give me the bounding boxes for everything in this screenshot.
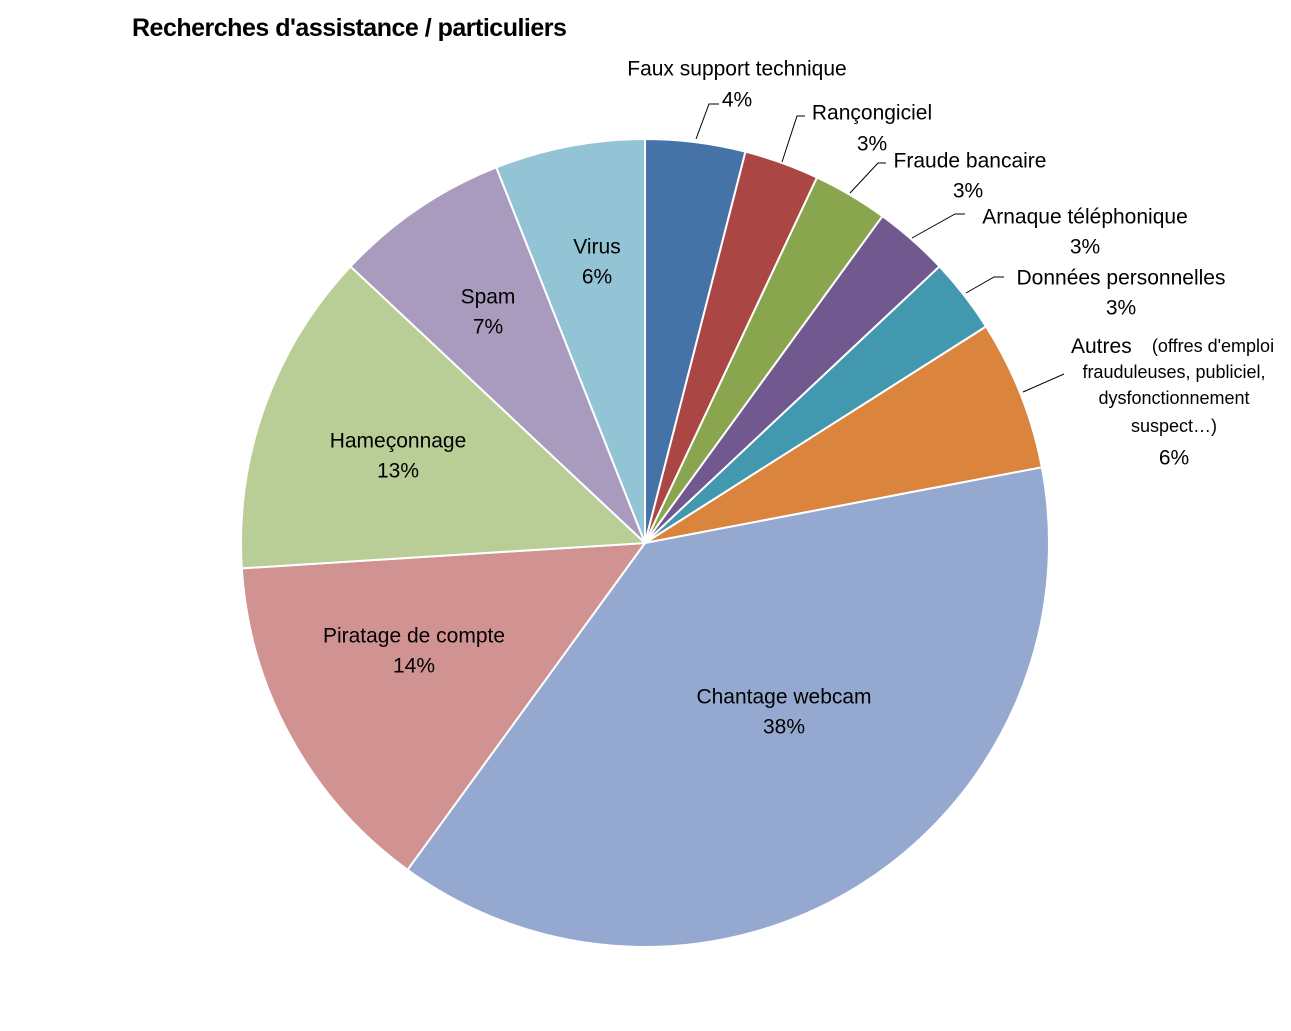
slice-note-line-3: dysfonctionnement	[1098, 388, 1249, 408]
slice-pct-arnaque-telephonique: 3%	[1070, 236, 1100, 259]
leader-lines	[695, 103, 1065, 393]
slice-label-donnees-personnelles: Données personnelles	[1017, 267, 1226, 290]
slice-pct-piratage-de-compte: 14%	[393, 655, 435, 678]
slice-note-line-4: suspect…)	[1131, 416, 1217, 436]
slice-label-faux-support-technique: Faux support technique	[627, 58, 846, 81]
slice-pct-faux-support-technique: 4%	[722, 89, 752, 112]
slice-pct-donnees-personnelles: 3%	[1106, 297, 1136, 320]
slice-note-line-1: (offres d'emploi	[1152, 336, 1274, 356]
slice-label-fraude-bancaire: Fraude bancaire	[894, 150, 1047, 173]
slice-pct-virus: 6%	[582, 266, 612, 289]
slice-label-arnaque-telephonique: Arnaque téléphonique	[982, 206, 1188, 229]
slice-pct-chantage-webcam: 38%	[763, 716, 805, 739]
leader-line-arnaque-telephonique	[911, 213, 965, 239]
slice-pct-spam: 7%	[473, 316, 503, 339]
leader-line-autres	[1022, 373, 1065, 393]
slice-label-rancongiciel: Rançongiciel	[812, 102, 932, 125]
pie-slices	[240, 138, 1050, 948]
slice-pct-autres: 6%	[1159, 447, 1189, 470]
chart-title: Recherches d'assistance / particuliers	[132, 14, 567, 42]
slice-note-line-2: frauduleuses, publiciel,	[1082, 362, 1265, 382]
pie-slice-chantage-webcam	[406, 466, 1050, 948]
leader-line-fraude-bancaire	[849, 162, 886, 194]
slice-pct-fraude-bancaire: 3%	[953, 180, 983, 203]
slice-label-chantage-webcam: Chantage webcam	[696, 686, 871, 709]
pie-slice-virus	[495, 138, 646, 544]
slice-pct-hameconnage: 13%	[377, 460, 419, 483]
pie-slice-hameconnage	[240, 265, 646, 570]
leader-line-donnees-personnelles	[965, 276, 1004, 294]
leader-line-faux-support-technique	[695, 103, 719, 140]
leader-line-rancongiciel	[781, 115, 805, 163]
slice-label-hameconnage: Hameçonnage	[330, 430, 467, 453]
pie-slice-piratage-de-compte	[240, 542, 646, 871]
slice-pct-rancongiciel: 3%	[857, 133, 887, 156]
slice-label-piratage-de-compte: Piratage de compte	[323, 625, 505, 648]
pie-slice-autres	[644, 325, 1043, 544]
slice-label-spam: Spam	[461, 286, 516, 309]
slice-label-virus: Virus	[573, 236, 620, 259]
pie-slice-spam	[349, 166, 646, 544]
slice-label-autres: Autres	[1071, 335, 1132, 358]
pie-labels: Faux support technique 4% Rançongiciel 3% Fr…	[323, 58, 1274, 739]
